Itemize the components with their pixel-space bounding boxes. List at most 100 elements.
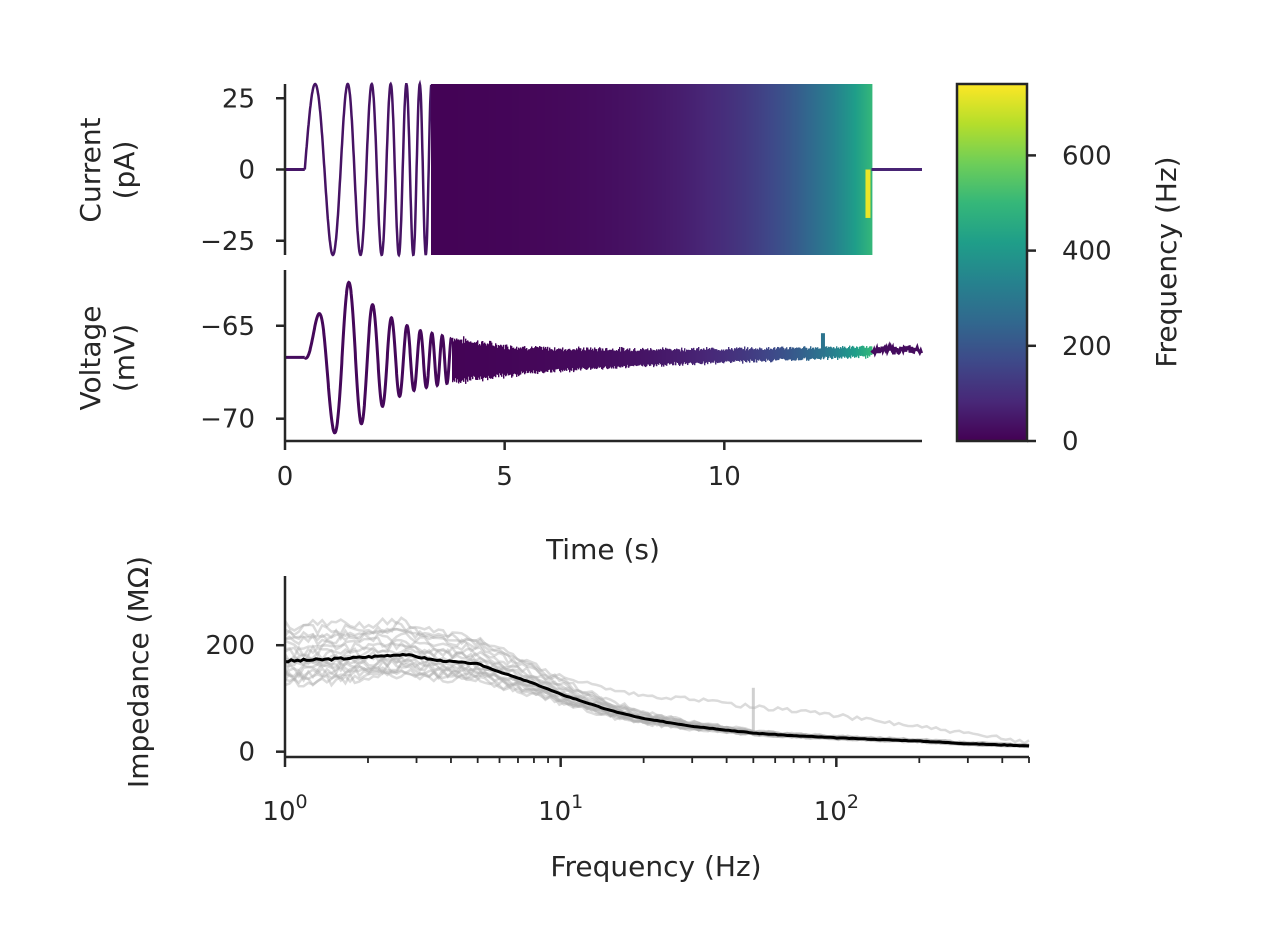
current-chirp-band — [505, 84, 507, 255]
current-chirp-band — [816, 84, 818, 255]
current-chirp-band — [660, 84, 662, 255]
voltage-response-band — [622, 347, 624, 368]
current-chirp-band — [845, 84, 847, 255]
current-chirp-band — [472, 84, 474, 255]
voltage-response-band — [573, 349, 575, 373]
current-chirp-band — [433, 84, 435, 255]
voltage-response-band — [625, 350, 627, 369]
voltage-response-band — [466, 340, 468, 380]
voltage-response-band — [517, 349, 519, 375]
voltage-response-band — [459, 340, 461, 382]
current-chirp-band — [757, 84, 759, 255]
voltage-response-band — [840, 347, 842, 358]
voltage-response-band — [755, 348, 757, 360]
voltage-response-band — [569, 348, 571, 373]
voltage-response-band — [678, 349, 680, 365]
current-chirp-band — [535, 84, 537, 255]
current-chirp-band — [855, 84, 857, 255]
voltage-response-band — [597, 351, 599, 369]
current-chirp-band — [835, 84, 837, 255]
voltage-response-band — [846, 348, 848, 358]
current-chirp-band — [581, 84, 583, 255]
voltage-response-band — [839, 348, 841, 359]
current-chirp-band — [824, 84, 826, 255]
current-y-ticks: 25 0 −25 — [200, 84, 285, 257]
current-chirp-band — [563, 84, 565, 255]
current-chirp-band — [831, 84, 833, 255]
voltage-response-band — [858, 348, 860, 359]
current-chirp-band — [678, 84, 680, 255]
current-chirp-band — [713, 84, 715, 255]
current-chirp-band — [456, 84, 458, 255]
voltage-response-band — [669, 348, 671, 365]
voltage-response-band — [616, 350, 618, 369]
voltage-response-band — [636, 351, 638, 367]
current-chirp-band — [624, 84, 626, 255]
voltage-response-band — [508, 349, 510, 376]
current-chirp-band — [783, 84, 785, 255]
voltage-baseline-post — [870, 341, 924, 358]
current-chirp-band — [455, 84, 457, 255]
voltage-response-band — [833, 347, 835, 357]
voltage-response-band — [794, 348, 796, 361]
current-chirp-band — [500, 84, 502, 255]
current-chirp-band — [649, 84, 651, 255]
current-chirp-band — [618, 84, 620, 255]
current-chirp-band — [580, 84, 582, 255]
voltage-response-band — [673, 349, 675, 366]
voltage-response-band — [805, 347, 807, 358]
current-chirp-band — [644, 84, 646, 255]
current-chirp-band — [782, 84, 784, 255]
current-chirp-band — [630, 84, 632, 255]
voltage-response-band — [796, 347, 798, 360]
current-chirp-band — [616, 84, 618, 255]
voltage-response-band — [560, 348, 562, 373]
current-chirp-band — [499, 84, 501, 255]
voltage-response-band — [683, 351, 685, 364]
current-chirp-band — [534, 84, 536, 255]
current-chirp-band — [586, 84, 588, 255]
voltage-response-band — [490, 340, 492, 379]
current-chirp-band — [773, 84, 775, 255]
current-chirp-band — [449, 84, 451, 255]
current-chirp-band — [671, 84, 673, 255]
colorbar-label: Frequency (Hz) — [1150, 156, 1183, 367]
current-chirp-band — [566, 84, 568, 255]
voltage-response-band — [823, 348, 825, 360]
voltage-response-band — [800, 348, 802, 361]
current-chirp-band — [859, 84, 861, 255]
current-chirp-band — [785, 84, 787, 255]
current-chirp-band — [622, 84, 624, 255]
impedance-mean — [284, 652, 1030, 748]
current-chirp-band — [786, 84, 788, 255]
voltage-response-band — [708, 348, 710, 362]
voltage-response-band — [554, 347, 556, 373]
voltage-response-band — [455, 340, 457, 379]
current-chirp-band — [709, 84, 711, 255]
voltage-response-band — [483, 343, 485, 379]
voltage-response-band — [690, 349, 692, 363]
voltage-response-band — [737, 348, 739, 361]
current-chirp-band — [844, 84, 846, 255]
voltage-response-band — [510, 345, 512, 375]
voltage-response-band — [807, 349, 809, 360]
current-chirp-band — [457, 84, 459, 255]
current-chirp-band — [829, 84, 831, 255]
current-chirp-band — [464, 84, 466, 255]
current-chirp-band — [432, 84, 434, 255]
voltage-response-band — [856, 346, 858, 358]
voltage-response-band — [711, 347, 713, 363]
voltage-response-early — [303, 280, 453, 435]
voltage-response-band — [817, 347, 819, 359]
current-chirp-band — [853, 84, 855, 255]
voltage-response-band — [618, 348, 620, 367]
current-chirp-band — [817, 84, 819, 255]
voltage-response-band — [868, 347, 870, 356]
voltage-response-band — [750, 348, 752, 360]
voltage-response-band — [854, 348, 856, 358]
current-chirp-band — [650, 84, 652, 255]
current-chirp-band — [519, 84, 521, 255]
current-chirp-band — [792, 84, 794, 255]
current-chirp-band — [667, 84, 669, 255]
voltage-response-band — [603, 350, 605, 369]
